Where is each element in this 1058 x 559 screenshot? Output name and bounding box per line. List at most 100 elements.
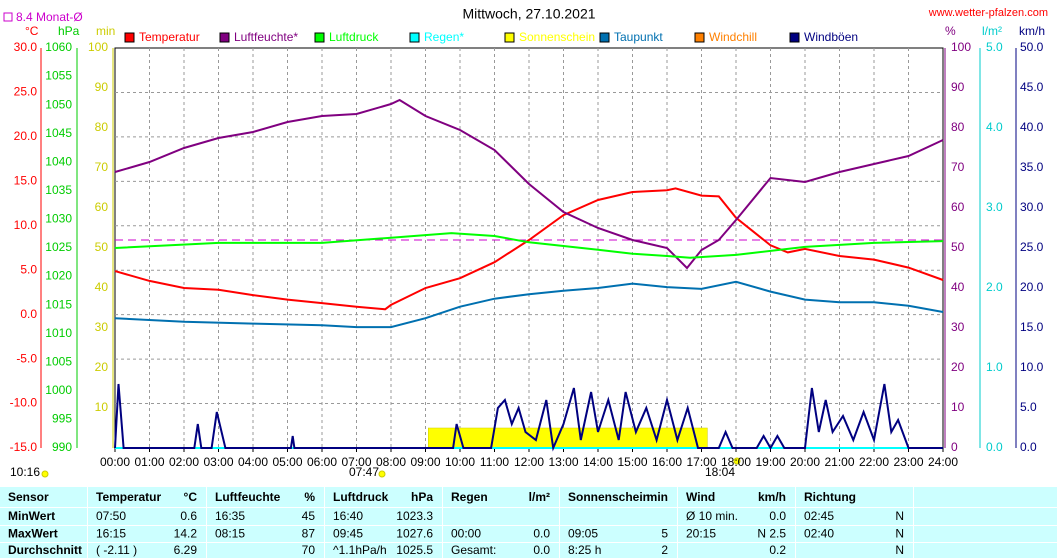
table-cell-text: 09:05 bbox=[568, 527, 598, 541]
x-tick-label: 23:00 bbox=[893, 455, 923, 469]
y-tick-label: 25.0 bbox=[1020, 240, 1044, 254]
y-tick-label: 1050 bbox=[45, 97, 72, 111]
table-cell bbox=[796, 543, 913, 558]
y-tick-label: 1025 bbox=[45, 240, 72, 254]
legend-swatch bbox=[599, 32, 610, 43]
y-tick-label: 100 bbox=[951, 40, 971, 54]
table-cell-text: 1027.6 bbox=[396, 527, 433, 541]
x-tick-label: 09:00 bbox=[410, 455, 440, 469]
y-tick-label: 50.0 bbox=[1020, 40, 1044, 54]
y-tick-label: -15.0 bbox=[10, 440, 38, 454]
table-cell-text: 16:35 bbox=[215, 509, 245, 523]
table-cell bbox=[796, 526, 913, 542]
table-cell bbox=[207, 543, 324, 558]
x-tick-label: 22:00 bbox=[859, 455, 889, 469]
moon-icon bbox=[41, 470, 49, 478]
y-tick-label: 1015 bbox=[45, 297, 72, 311]
y-tick-label: 50 bbox=[95, 240, 109, 254]
table-header: Sonnenschein bbox=[568, 490, 650, 504]
legend-label: Regen* bbox=[424, 30, 464, 44]
table-cell bbox=[560, 487, 677, 507]
x-tick-label: 21:00 bbox=[824, 455, 854, 469]
x-tick-label: 06:00 bbox=[307, 455, 337, 469]
table-cell-text: N bbox=[895, 527, 904, 541]
table-cell bbox=[325, 487, 442, 507]
table-cell-text: MaxWert bbox=[8, 527, 58, 541]
x-tick-label: 13:00 bbox=[548, 455, 578, 469]
table-header: Luftdruck bbox=[333, 490, 389, 504]
table-cell-text: 16:15 bbox=[96, 527, 126, 541]
y-tick-label: 20.0 bbox=[14, 129, 38, 143]
y-tick-label: 0 bbox=[951, 440, 958, 454]
table-cell bbox=[678, 526, 795, 542]
table-header: °C bbox=[184, 490, 198, 504]
legend-label: Windchill bbox=[709, 30, 757, 44]
y-tick-label: 30 bbox=[951, 320, 965, 334]
x-tick-label: 10:00 bbox=[445, 455, 475, 469]
y-tick-label: 30 bbox=[95, 320, 109, 334]
table-cell-text: 08:15 bbox=[215, 527, 245, 541]
table-cell-text: 0.0 bbox=[769, 509, 786, 523]
y-tick-label: 10.0 bbox=[14, 218, 38, 232]
y-tick-label: 10 bbox=[951, 400, 965, 414]
reference-icon bbox=[3, 12, 13, 22]
chart-title: Mittwoch, 27.10.2021 bbox=[462, 6, 595, 22]
table-cell bbox=[88, 543, 206, 558]
x-tick-label: 14:00 bbox=[583, 455, 613, 469]
x-tick-label: 15:00 bbox=[617, 455, 647, 469]
table-cell bbox=[207, 508, 324, 525]
y-tick-label: 20.0 bbox=[1020, 280, 1044, 294]
x-tick-label: 12:00 bbox=[514, 455, 544, 469]
series-line bbox=[114, 187, 944, 311]
x-tick-label: 11:00 bbox=[480, 455, 509, 469]
table-cell bbox=[678, 543, 795, 558]
y-tick-label: 10 bbox=[95, 400, 109, 414]
y-tick-label: 80 bbox=[95, 120, 109, 134]
y-tick-label: 45.0 bbox=[1020, 80, 1044, 94]
table-cell-text: 8:25 h bbox=[568, 543, 601, 557]
y-tick-label: 40 bbox=[951, 280, 965, 294]
y-tick-label: 15.0 bbox=[14, 174, 38, 188]
axis-unit: km/h bbox=[1019, 24, 1045, 38]
table-cell bbox=[325, 526, 442, 542]
y-tick-label: 1060 bbox=[45, 40, 72, 54]
y-tick-label: 3.0 bbox=[986, 200, 1003, 214]
source: www.wetter-pfalzen.com bbox=[928, 7, 1048, 19]
table-cell-text: N bbox=[895, 543, 904, 557]
axis-unit: hPa bbox=[58, 24, 80, 38]
table-cell-text: N bbox=[895, 509, 904, 523]
table-header: hPa bbox=[411, 490, 433, 504]
y-tick-label: 5.0 bbox=[20, 262, 37, 276]
table-cell-text: 0.2 bbox=[769, 543, 786, 557]
table-header: Sensor bbox=[8, 490, 49, 504]
legend-swatch bbox=[789, 32, 800, 43]
table-cell-text: 0.6 bbox=[180, 509, 197, 523]
table-cell bbox=[325, 543, 442, 558]
y-tick-label: 1020 bbox=[45, 269, 72, 283]
table-header: km/h bbox=[758, 490, 786, 504]
y-tick-label: 995 bbox=[52, 412, 72, 426]
x-tick-label: 07:00 bbox=[341, 455, 371, 469]
y-tick-label: 60 bbox=[951, 200, 965, 214]
table-cell-text: 02:45 bbox=[804, 509, 834, 523]
y-tick-label: 5.0 bbox=[1020, 400, 1037, 414]
y-tick-label: 10.0 bbox=[1020, 360, 1044, 374]
series-line bbox=[114, 232, 944, 259]
legend-swatch bbox=[124, 32, 135, 43]
sunshine-bar bbox=[428, 427, 708, 449]
table-cell bbox=[443, 543, 559, 558]
table-cell bbox=[325, 508, 442, 525]
y-tick-label: 15.0 bbox=[1020, 320, 1044, 334]
x-tick-label: 20:00 bbox=[790, 455, 820, 469]
y-tick-label: 990 bbox=[52, 440, 72, 454]
y-tick-label: 40 bbox=[95, 280, 109, 294]
axis-unit: l/m² bbox=[982, 24, 1002, 38]
y-tick-label: 1.0 bbox=[986, 360, 1003, 374]
table-cell-text: 70 bbox=[302, 543, 316, 557]
series-line bbox=[114, 383, 943, 452]
y-tick-label: 1005 bbox=[45, 354, 72, 368]
sunset-time: 18:04 bbox=[705, 465, 735, 479]
table-cell-text: Gesamt: bbox=[451, 543, 496, 557]
y-tick-label: 30.0 bbox=[1020, 200, 1044, 214]
table-cell bbox=[560, 543, 677, 558]
